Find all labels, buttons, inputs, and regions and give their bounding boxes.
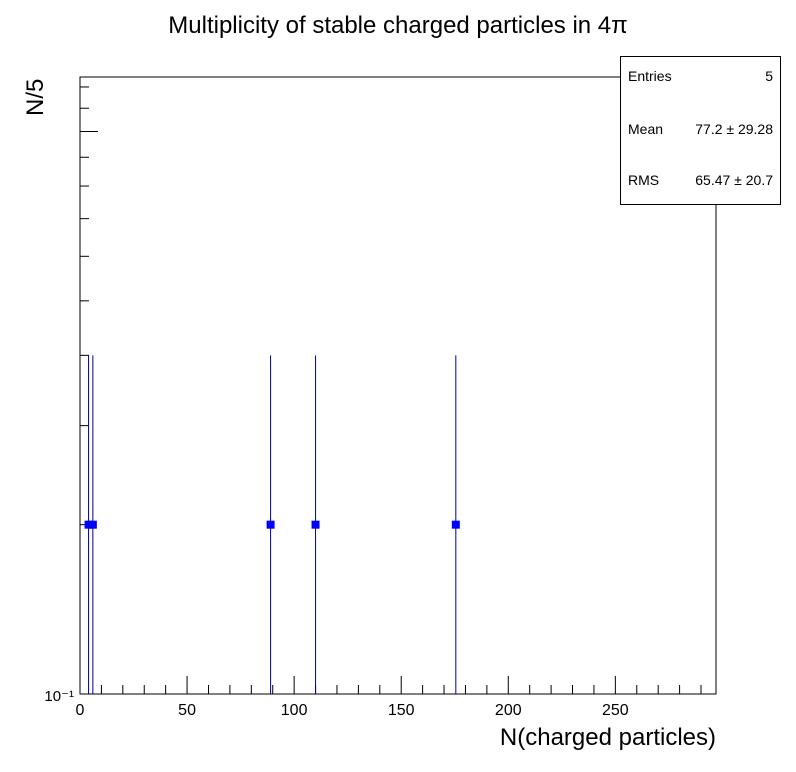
x-axis-label: N(charged particles) xyxy=(499,724,716,751)
y-tick-label: 10⁻¹ xyxy=(44,688,74,705)
chart-title: Multiplicity of stable charged particles… xyxy=(168,12,628,39)
x-tick-label: 250 xyxy=(602,702,629,719)
data-point xyxy=(311,520,320,529)
x-tick-label: 150 xyxy=(388,702,415,719)
plot-frame xyxy=(79,76,717,695)
x-tick-label: 200 xyxy=(495,702,522,719)
data-point xyxy=(84,520,93,529)
stats-mean-label: Mean xyxy=(628,121,664,137)
stats-box: Entries 5 Mean 77.2 ± 29.28 RMS 65.47 ± … xyxy=(620,56,781,205)
x-tick-label: 100 xyxy=(281,702,308,719)
y-axis-label: N/5 xyxy=(22,78,49,116)
stats-row-entries: Entries 5 xyxy=(628,68,773,86)
data-point xyxy=(88,520,97,529)
stats-entries-value: 5 xyxy=(765,68,773,84)
data-point xyxy=(451,520,460,529)
data-point xyxy=(266,520,275,529)
x-tick-label: 50 xyxy=(178,702,196,719)
stats-row-rms: RMS 65.47 ± 20.7 xyxy=(628,172,773,190)
stats-rms-label: RMS xyxy=(628,172,660,188)
stats-row-mean: Mean 77.2 ± 29.28 xyxy=(628,121,773,139)
stats-mean-value: 77.2 ± 29.28 xyxy=(695,121,773,137)
stats-rms-value: 65.47 ± 20.7 xyxy=(695,172,773,188)
stats-entries-label: Entries xyxy=(628,68,672,84)
x-tick-label: 0 xyxy=(76,702,85,719)
